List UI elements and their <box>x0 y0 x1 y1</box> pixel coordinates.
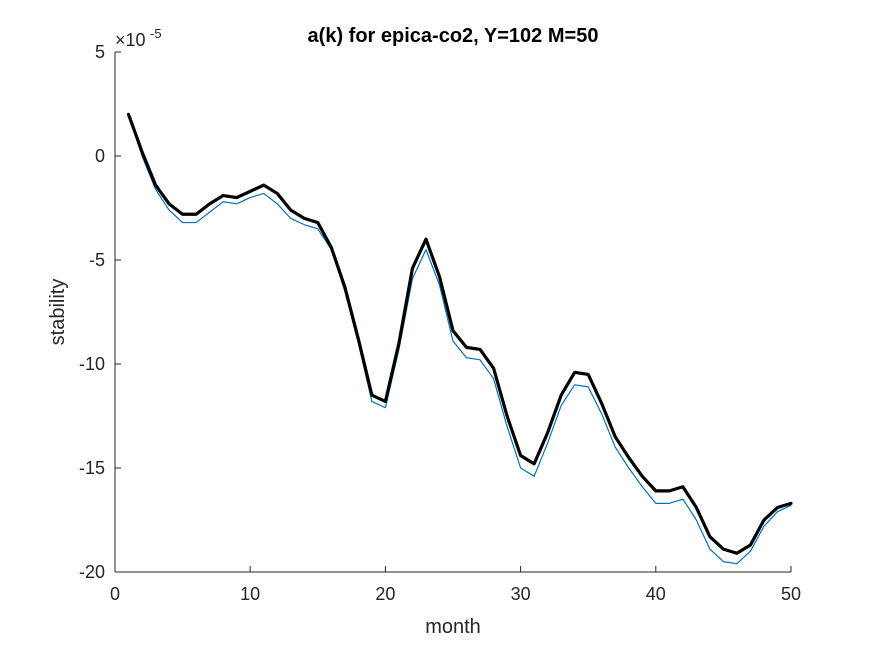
axes-layer <box>114 52 791 573</box>
x-tick-label: 30 <box>511 584 531 604</box>
x-tick-label: 20 <box>375 584 395 604</box>
plot-area <box>115 52 791 572</box>
y-axis-multiplier-exponent: -5 <box>150 26 162 41</box>
chart-title: a(k) for epica-co2, Y=102 M=50 <box>308 25 599 47</box>
y-tick-label: -15 <box>79 458 105 478</box>
x-tick-label: 10 <box>240 584 260 604</box>
y-axis-label: stability <box>47 279 69 346</box>
y-axis-multiplier-base: ×10 <box>115 30 146 50</box>
y-tick-label: 0 <box>95 146 105 166</box>
y-tick-label: -20 <box>79 562 105 582</box>
y-tick-label: 5 <box>95 42 105 62</box>
series-layer <box>126 112 793 565</box>
y-tick-label: -5 <box>89 250 105 270</box>
x-tick-label: 0 <box>110 584 120 604</box>
x-tick-label: 40 <box>646 584 666 604</box>
x-tick-label: 50 <box>781 584 801 604</box>
y-tick-label: -10 <box>79 354 105 374</box>
series-line-1 <box>127 113 792 565</box>
series-line-2 <box>126 112 793 555</box>
x-axis-label: month <box>425 616 481 638</box>
y-axis-multiplier: ×10 -5 <box>115 26 162 50</box>
